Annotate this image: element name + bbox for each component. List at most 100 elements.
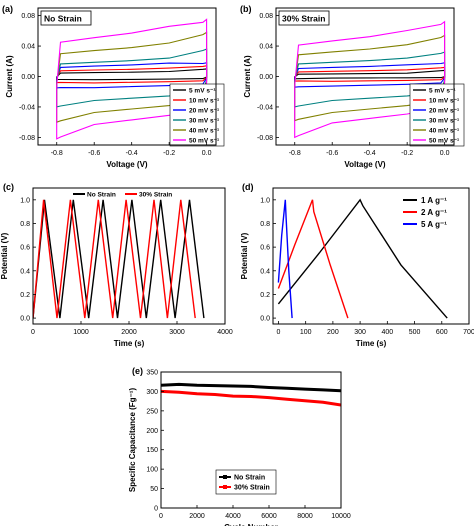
legend-entry: 10 mV s⁻¹ bbox=[429, 98, 459, 105]
plot-area bbox=[56, 18, 208, 140]
cv-loop-3 bbox=[294, 62, 446, 88]
y-tick-label: 250 bbox=[146, 408, 158, 415]
panel-d: 1 A g⁻¹ 2 A g⁻¹ 5 A g⁻¹ 0 100 200 300 400 500 600… bbox=[240, 182, 474, 348]
x-tick-label: 300 bbox=[354, 329, 366, 336]
inset-label-frame bbox=[40, 10, 92, 26]
y-axis-label: Current (A) bbox=[5, 55, 14, 98]
panel-a: No Strain 5 mV s⁻¹ 10 mV s⁻¹ 20 mV s⁻¹ 30 mV… bbox=[2, 4, 225, 169]
x-tick-label: 3000 bbox=[169, 329, 185, 336]
x-tick-label: -0.6 bbox=[88, 150, 100, 157]
y-tick-label: 0.04 bbox=[259, 44, 273, 51]
x-tick-label: 2000 bbox=[121, 329, 137, 336]
x-tick-label: 0.0 bbox=[202, 150, 212, 157]
legend-frame bbox=[215, 469, 277, 495]
x-tick-label: 10000 bbox=[331, 513, 351, 520]
series-line-2 bbox=[33, 199, 196, 319]
y-tick-label: 300 bbox=[146, 389, 158, 396]
panel-b: 30% Strain 5 mV s⁻¹ 10 mV s⁻¹ 20 mV s⁻¹ 30 m… bbox=[240, 4, 465, 169]
series-line-2 bbox=[277, 199, 349, 319]
y-tick-label: 0.0 bbox=[20, 316, 30, 323]
legend: 5 mV s⁻¹ 10 mV s⁻¹ 20 mV s⁻¹ 30 mV s⁻¹ 40 mV… bbox=[169, 83, 225, 147]
legend: No Strain 30% Strain bbox=[73, 192, 172, 199]
x-tick-label: 700 bbox=[463, 329, 474, 336]
legend-entry: 10 mV s⁻¹ bbox=[189, 98, 219, 105]
x-tick-label: 8000 bbox=[297, 513, 313, 520]
legend-entry: 5 mV s⁻¹ bbox=[429, 88, 456, 95]
legend-entry: 50 mV s⁻¹ bbox=[189, 138, 219, 145]
x-tick-label: 2000 bbox=[189, 513, 205, 520]
y-tick-label: 1.0 bbox=[20, 197, 30, 204]
y-tick-label: 0.8 bbox=[260, 221, 270, 228]
y-tick-label: 0.08 bbox=[259, 13, 273, 20]
panel-label: (d) bbox=[242, 182, 254, 192]
panel-label: (a) bbox=[2, 4, 13, 14]
x-tick-label: 200 bbox=[327, 329, 339, 336]
y-axis-label: Specific Capacitance (Fg⁻¹) bbox=[128, 388, 137, 493]
legend-entry: 30% Strain bbox=[139, 192, 172, 199]
y-tick-label: 350 bbox=[146, 370, 158, 377]
inset-label-box: No Strain bbox=[40, 10, 92, 26]
x-tick-label: -0.4 bbox=[126, 150, 138, 157]
x-tick-label: 0 bbox=[276, 329, 280, 336]
series-line-3 bbox=[277, 199, 293, 319]
y-tick-label: -0.04 bbox=[19, 104, 35, 111]
legend-entry: 50 mV s⁻¹ bbox=[429, 138, 459, 145]
y-tick-label: 0.8 bbox=[20, 221, 30, 228]
y-tick-label: 0.00 bbox=[21, 74, 35, 81]
series-line-1 bbox=[277, 198, 448, 319]
y-tick-label: 0.6 bbox=[20, 245, 30, 252]
y-axis-label: Potential (V) bbox=[0, 232, 9, 279]
x-tick-label: 0 bbox=[159, 513, 163, 520]
legend-entry: 20 mV s⁻¹ bbox=[429, 108, 459, 115]
x-tick-label: -0.2 bbox=[401, 150, 413, 157]
series-line-1 bbox=[33, 199, 205, 319]
inset-label: 30% Strain bbox=[282, 14, 325, 24]
inset-label: No Strain bbox=[44, 14, 82, 24]
legend-entry: 1 A g⁻¹ bbox=[421, 196, 447, 205]
y-tick-label: 0.08 bbox=[21, 13, 35, 20]
legend-entry: 5 A g⁻¹ bbox=[421, 220, 447, 229]
panel-label: (e) bbox=[132, 366, 143, 376]
y-tick-label: 0.00 bbox=[259, 74, 273, 81]
legend-entry: 30 mV s⁻¹ bbox=[429, 118, 459, 125]
y-tick-label: 0.0 bbox=[260, 316, 270, 323]
series-line-2 bbox=[161, 389, 341, 407]
legend-marker bbox=[223, 485, 227, 489]
x-tick-label: -0.8 bbox=[51, 150, 63, 157]
y-tick-label: 0.6 bbox=[260, 245, 270, 252]
y-tick-label: 0.4 bbox=[260, 268, 270, 275]
legend-frame bbox=[169, 83, 225, 147]
legend-entry: 2 A g⁻¹ bbox=[421, 208, 447, 217]
y-tick-label: 0.04 bbox=[21, 44, 35, 51]
x-axis-label: Voltage (V) bbox=[106, 160, 148, 169]
x-tick-label: 4000 bbox=[217, 329, 233, 336]
legend-entry: 5 mV s⁻¹ bbox=[189, 88, 216, 95]
plot-area bbox=[277, 198, 448, 319]
plot-area bbox=[161, 382, 341, 407]
legend: 1 A g⁻¹ 2 A g⁻¹ 5 A g⁻¹ bbox=[403, 196, 447, 229]
y-tick-label: 0.2 bbox=[20, 292, 30, 299]
legend-entry: 20 mV s⁻¹ bbox=[189, 108, 219, 115]
y-tick-label: 200 bbox=[146, 428, 158, 435]
y-tick-label: 1.0 bbox=[260, 197, 270, 204]
y-tick-label: 150 bbox=[146, 447, 158, 454]
x-tick-label: 600 bbox=[436, 329, 448, 336]
x-axis-label: Cycle Number bbox=[224, 523, 278, 526]
inset-label-frame bbox=[278, 10, 330, 26]
y-tick-label: 0 bbox=[154, 506, 158, 513]
x-tick-label: -0.2 bbox=[163, 150, 175, 157]
plot-frame bbox=[272, 187, 470, 325]
y-tick-label: 100 bbox=[146, 467, 158, 474]
y-tick-label: 0.2 bbox=[260, 292, 270, 299]
x-tick-label: 1000 bbox=[73, 329, 89, 336]
legend-entry: 30 mV s⁻¹ bbox=[189, 118, 219, 125]
x-tick-label: -0.6 bbox=[326, 150, 338, 157]
legend-entry: 40 mV s⁻¹ bbox=[429, 128, 459, 135]
cv-loop-2 bbox=[56, 65, 208, 84]
y-tick-label: -0.04 bbox=[257, 104, 273, 111]
y-tick-label: -0.08 bbox=[19, 135, 35, 142]
panel-label: (b) bbox=[240, 4, 252, 14]
x-tick-label: -0.4 bbox=[364, 150, 376, 157]
